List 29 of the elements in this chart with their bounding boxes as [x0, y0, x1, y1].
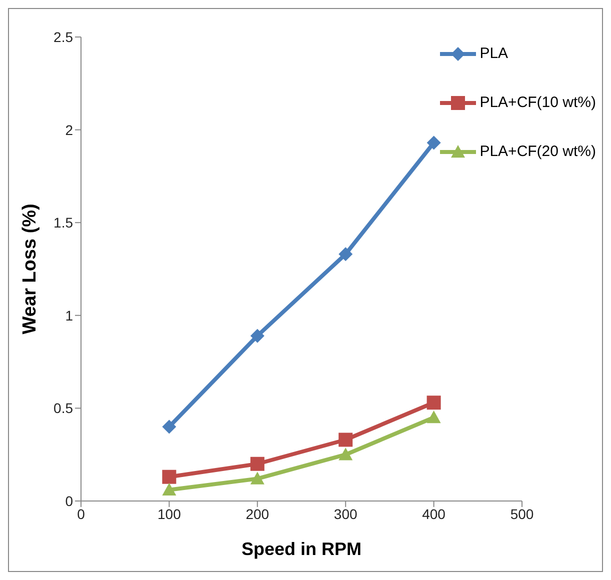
point: [426, 410, 441, 424]
x-tick-label: 100: [158, 506, 182, 522]
y-tick-label: 1: [65, 307, 74, 324]
y-axis-title: Wear Loss (%): [20, 204, 41, 334]
y-tick-label: 0: [65, 492, 74, 509]
point: [426, 136, 441, 150]
point: [250, 328, 264, 343]
legend-label: PLA: [480, 45, 508, 62]
y-tick-label: 2.5: [54, 28, 74, 45]
legend-label: PLA+CF(20 wt%): [480, 143, 596, 160]
x-tick-label: 300: [334, 506, 358, 522]
point: [426, 396, 441, 410]
point: [338, 432, 353, 447]
y-tick-label: 2: [65, 122, 74, 138]
y-tick-label: 1.5: [54, 214, 74, 231]
legend-label: PLA+CF(10 wt%): [480, 94, 596, 111]
y-tick-label: 0.5: [54, 400, 74, 416]
point: [338, 448, 353, 460]
point: [162, 482, 176, 496]
point: [250, 472, 264, 484]
x-tick-label: 400: [422, 506, 446, 522]
x-tick-label: 200: [246, 506, 270, 522]
x-tick-label: 0: [77, 506, 86, 522]
point: [250, 456, 264, 471]
point: [162, 470, 176, 484]
point: [338, 247, 353, 262]
x-tick-label: 500: [510, 506, 534, 522]
point: [162, 420, 176, 434]
x-axis-title: Speed in RPM: [241, 539, 362, 559]
